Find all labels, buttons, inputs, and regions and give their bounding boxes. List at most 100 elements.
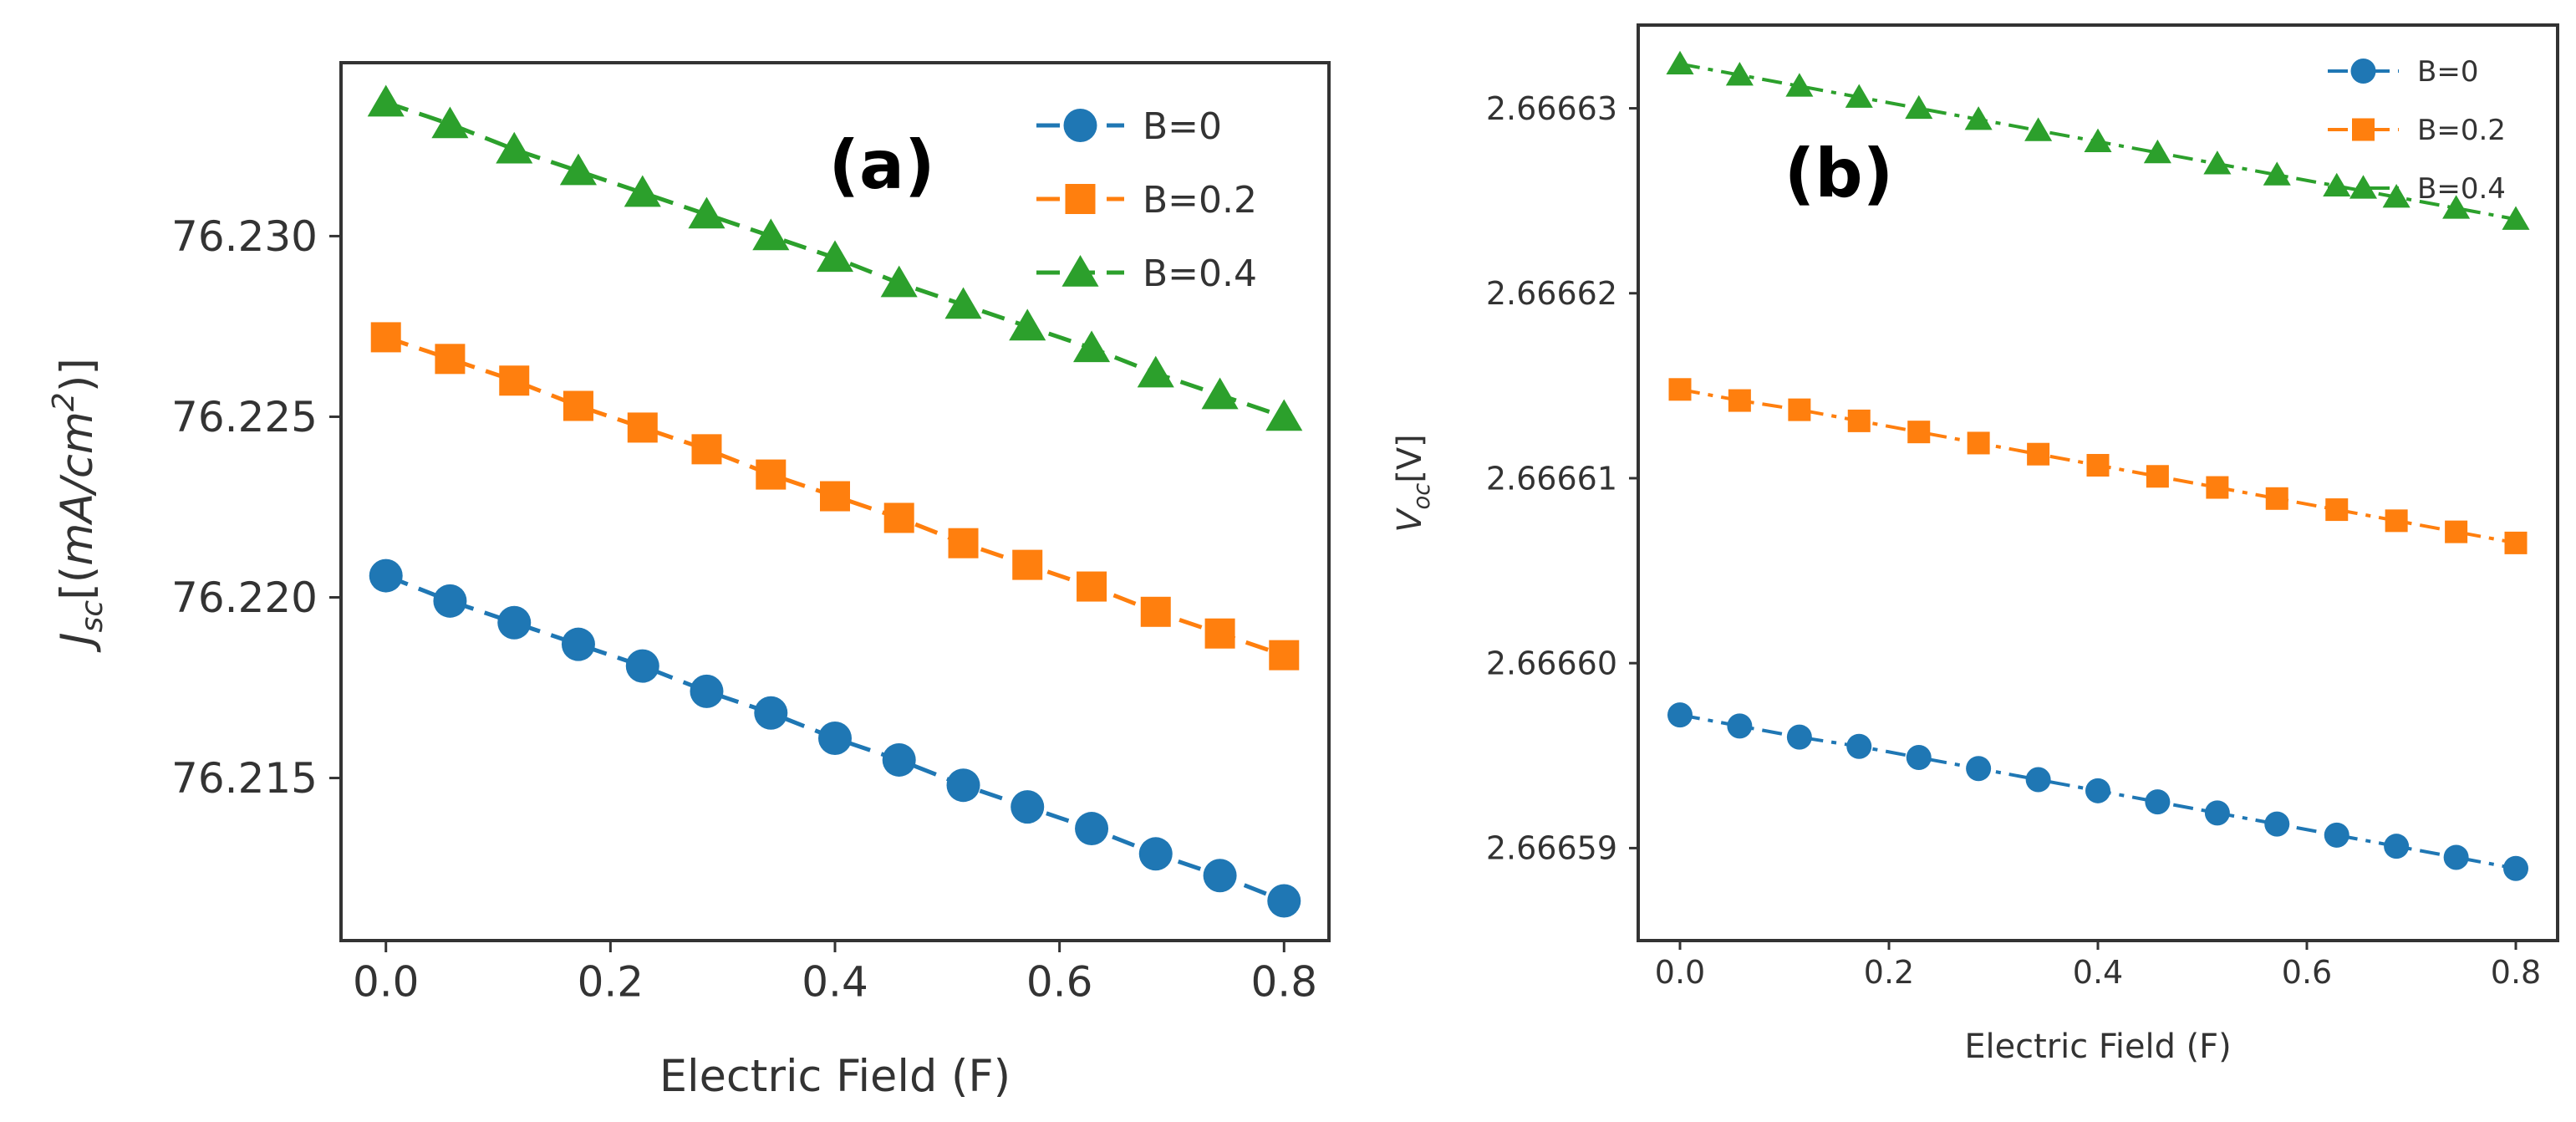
legend-item: B=0.2 [2328, 114, 2506, 147]
legend-label: B=0 [1143, 105, 1222, 148]
y-axis-label: Voc[V] [1391, 434, 1435, 533]
data-point [883, 502, 914, 533]
y-label-superscript: 2 [47, 392, 81, 411]
y-tick-label: 2.66661 [1486, 460, 1617, 497]
data-point [1668, 378, 1692, 401]
data-point [2025, 767, 2051, 793]
legend-item: B=0.2 [1036, 179, 1257, 222]
y-label-bracket-close: )] [52, 358, 103, 392]
y-tick-label: 76.230 [171, 212, 318, 261]
legend-item: B=0 [2328, 55, 2478, 89]
data-point [816, 240, 854, 273]
data-point [1009, 309, 1046, 341]
data-point [880, 265, 918, 298]
data-point [2264, 811, 2290, 837]
data-point [2443, 844, 2469, 870]
data-point [752, 218, 790, 251]
data-point [1905, 94, 1933, 120]
y-label-unit: [V] [1391, 434, 1429, 482]
series-B=0.2 [370, 322, 1300, 671]
data-point [499, 365, 530, 396]
data-point [1267, 884, 1301, 918]
data-point [1075, 812, 1109, 846]
legend: B=0 B=0.2 B=0.4 [2328, 55, 2506, 206]
data-point [627, 412, 658, 443]
y-tick-label: 76.215 [171, 754, 318, 803]
legend-item: B=0 [1036, 105, 1222, 148]
data-point [1204, 618, 1235, 649]
data-point [1725, 61, 1754, 86]
data-point [1265, 399, 1303, 431]
legend-label: B=0.2 [1143, 179, 1257, 222]
data-point [2384, 834, 2410, 859]
data-point [1847, 409, 1871, 432]
legend-label: B=0.4 [1143, 252, 1257, 295]
data-point [1845, 84, 1873, 108]
legend-marker [2352, 118, 2375, 141]
data-point [946, 768, 980, 803]
x-axis-label: Electric Field (F) [659, 1051, 1011, 1102]
data-point [2442, 195, 2471, 219]
legend-label: B=0 [2417, 55, 2478, 89]
data-point [1138, 837, 1173, 871]
x-tick-label: 0.6 [1026, 958, 1093, 1007]
data-point [1203, 859, 1237, 893]
x-tick-label: 0.4 [802, 958, 868, 1007]
data-point [2385, 509, 2408, 533]
y-tick-label: 2.66662 [1486, 275, 1617, 312]
data-point [1137, 355, 1174, 388]
x-tick-label: 0.2 [1864, 954, 1914, 991]
panel-a: 0.0 0.2 0.4 0.6 0.8 76.215 76.220 76.225 76.230 E… [47, 61, 1331, 1102]
legend: B=0 B=0.2 B=0.4 [1036, 105, 1257, 295]
data-point [2027, 442, 2050, 466]
data-point [2086, 453, 2110, 477]
data-point [1967, 431, 1990, 455]
x-tick-label: 0.8 [1251, 958, 1318, 1007]
series-B=0.4 [1666, 50, 2530, 230]
data-point [2203, 150, 2232, 175]
data-point [1846, 733, 1872, 759]
data-point [561, 627, 595, 661]
y-label-subscript: oc [1409, 483, 1435, 510]
data-point [2324, 822, 2349, 848]
data-point [2382, 183, 2411, 208]
data-point [1727, 713, 1753, 739]
data-point [1906, 745, 1932, 770]
x-tick-label: 0.6 [2282, 954, 2332, 991]
data-point [2024, 117, 2053, 141]
panel-label: (b) [1784, 135, 1893, 212]
data-point [433, 584, 467, 618]
data-point [559, 153, 597, 186]
series-B=0 [1667, 702, 2528, 881]
y-tick-label: 2.66659 [1486, 830, 1617, 867]
y-axis-label: Jsc[(mA/cm2)] [47, 358, 109, 653]
y-label-symbol: V [1391, 507, 1429, 533]
data-point [944, 287, 982, 319]
data-point [2502, 206, 2530, 230]
series-B=0.4 [367, 84, 1303, 431]
y-label-unit: mA/cm [52, 411, 103, 566]
x-tick-label: 0.8 [2491, 954, 2541, 991]
data-point [2323, 172, 2351, 197]
data-point [882, 742, 916, 777]
data-point [1907, 421, 1931, 444]
legend-label: B=0.4 [2417, 172, 2506, 206]
data-point [1966, 756, 1992, 782]
data-point [948, 528, 979, 558]
data-point [497, 605, 532, 640]
series-B=0 [369, 558, 1301, 918]
data-point [624, 175, 661, 207]
data-point [1011, 790, 1045, 824]
data-point [820, 481, 850, 512]
data-point [1785, 73, 1814, 97]
data-point [690, 674, 724, 708]
data-point [2143, 139, 2171, 164]
data-point [1077, 571, 1107, 602]
data-point [1012, 549, 1043, 580]
data-point [2084, 128, 2112, 152]
panel-label: (a) [828, 126, 934, 204]
panel-b: 0.0 0.2 0.4 0.6 0.8 2.66659 2.66660 2.66661 2.66… [1391, 23, 2559, 1066]
data-point [431, 106, 469, 139]
legend-item: B=0.4 [1036, 252, 1257, 295]
